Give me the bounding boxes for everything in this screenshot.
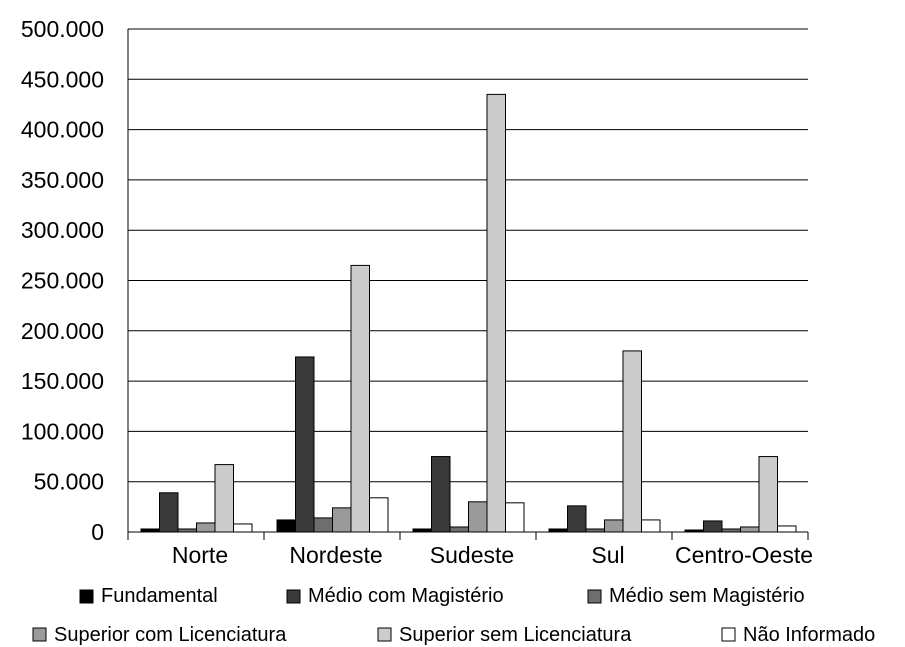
x-tick-label: Centro-Oeste (675, 542, 813, 568)
bar (332, 507, 352, 533)
y-tick-label: 500.000 (21, 16, 104, 42)
bar (567, 505, 587, 533)
y-tick-label: 250.000 (21, 268, 104, 294)
legend-swatch (721, 627, 736, 642)
legend-label: Superior com Licenciatura (54, 624, 287, 646)
legend-swatch (286, 589, 301, 604)
x-tick-label: Sul (591, 542, 624, 568)
legend-swatch (32, 627, 47, 642)
axes (127, 29, 809, 540)
legend: Fundamental Médio com Magistério Médio sem… (32, 585, 875, 646)
bar (214, 464, 234, 533)
y-tick-label: 200.000 (21, 318, 104, 344)
bar (622, 350, 642, 533)
y-tick-label: 350.000 (21, 167, 104, 193)
y-tick-label: 300.000 (21, 217, 104, 243)
y-tick-label: 0 (91, 519, 104, 545)
x-tick-label: Norte (172, 542, 228, 568)
legend-swatch (587, 589, 602, 604)
bar (468, 501, 488, 533)
bar (233, 523, 253, 533)
y-tick-label: 400.000 (21, 117, 104, 143)
x-tick-label: Sudeste (430, 542, 514, 568)
y-tick-label: 100.000 (21, 418, 104, 444)
gridlines (128, 28, 808, 483)
bar (350, 264, 370, 533)
bar (703, 520, 723, 533)
legend-swatch (79, 589, 94, 604)
bar (486, 93, 506, 533)
y-tick-label: 450.000 (21, 66, 104, 92)
legend-label: Fundamental (101, 585, 218, 607)
y-axis-tick-labels: 0 50.000 100.000 150.000 200.000 250.000 300.0… (21, 16, 104, 545)
bar (313, 517, 333, 533)
bar (641, 519, 661, 533)
bar (431, 456, 451, 533)
x-axis-tick-labels: Norte Nordeste Sudeste Sul Centro-Oeste (172, 542, 813, 568)
x-tick-label: Nordeste (289, 542, 382, 568)
legend-label: Não Informado (743, 624, 875, 646)
bar (196, 522, 216, 533)
bar (159, 492, 179, 533)
legend-swatch (377, 627, 392, 642)
bar (777, 525, 797, 533)
y-tick-label: 150.000 (21, 368, 104, 394)
bars (140, 93, 797, 533)
bar (740, 526, 760, 533)
bar (295, 356, 315, 533)
bar (604, 519, 624, 533)
legend-label: Superior sem Licenciatura (399, 624, 632, 646)
bar (505, 502, 525, 533)
y-tick-label: 50.000 (34, 469, 104, 495)
bar (369, 497, 389, 533)
legend-label: Médio com Magistério (308, 585, 504, 607)
bar (758, 456, 778, 533)
bar (449, 526, 469, 533)
legend-label: Médio sem Magistério (609, 585, 805, 607)
bar (276, 519, 296, 533)
